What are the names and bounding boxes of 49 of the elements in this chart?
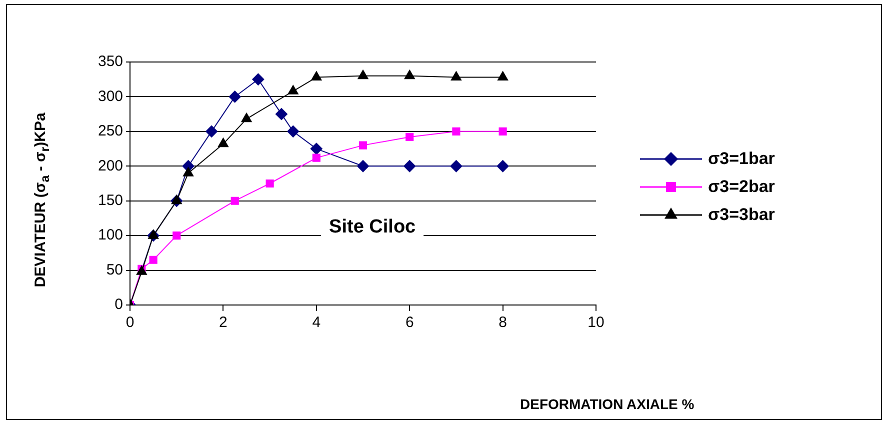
point xyxy=(148,230,159,239)
point xyxy=(357,160,370,172)
y-tick-label: 50 xyxy=(106,261,124,278)
point xyxy=(172,232,181,240)
point xyxy=(358,70,368,80)
point xyxy=(311,71,322,81)
point xyxy=(266,179,274,188)
point xyxy=(288,85,298,94)
y-tick-label: 350 xyxy=(98,53,124,70)
point xyxy=(312,154,320,162)
x-tick-label: 4 xyxy=(312,314,321,332)
point xyxy=(450,71,462,81)
point xyxy=(228,90,241,103)
y-tick-label: 0 xyxy=(114,296,124,314)
point xyxy=(452,127,460,136)
point xyxy=(183,167,194,176)
y-tick-label: 250 xyxy=(98,122,124,140)
point xyxy=(498,127,507,136)
point xyxy=(241,112,252,122)
point xyxy=(310,142,322,155)
point xyxy=(358,141,368,150)
point xyxy=(404,160,416,172)
legend-label: σ3=2bar xyxy=(708,177,775,197)
point xyxy=(230,196,239,205)
x-axis-title: DEFORMATION AXIALE % xyxy=(520,396,694,412)
point xyxy=(218,138,228,148)
point xyxy=(450,160,462,172)
point xyxy=(206,125,218,138)
x-tick-label: 6 xyxy=(405,314,414,332)
x-tick-label: 8 xyxy=(498,314,507,332)
point xyxy=(496,160,509,172)
legend-label: σ3=1bar xyxy=(708,149,775,169)
point xyxy=(171,194,182,204)
point xyxy=(498,71,508,81)
point xyxy=(287,125,300,138)
y-tick-label: 100 xyxy=(98,226,124,244)
point xyxy=(275,108,288,120)
point xyxy=(252,73,264,86)
annotation: Site Ciloc xyxy=(329,216,416,238)
y-tick-label: 200 xyxy=(98,157,124,174)
point xyxy=(404,70,415,80)
point xyxy=(149,256,158,264)
y-tick-label: 300 xyxy=(98,88,124,105)
x-tick-label: 2 xyxy=(219,314,228,332)
y-tick-label: 150 xyxy=(98,192,124,209)
x-tick-label: 10 xyxy=(588,314,604,332)
legend-label: σ3=3bar xyxy=(708,205,775,225)
point xyxy=(406,132,414,142)
x-tick-label: 0 xyxy=(126,314,134,332)
